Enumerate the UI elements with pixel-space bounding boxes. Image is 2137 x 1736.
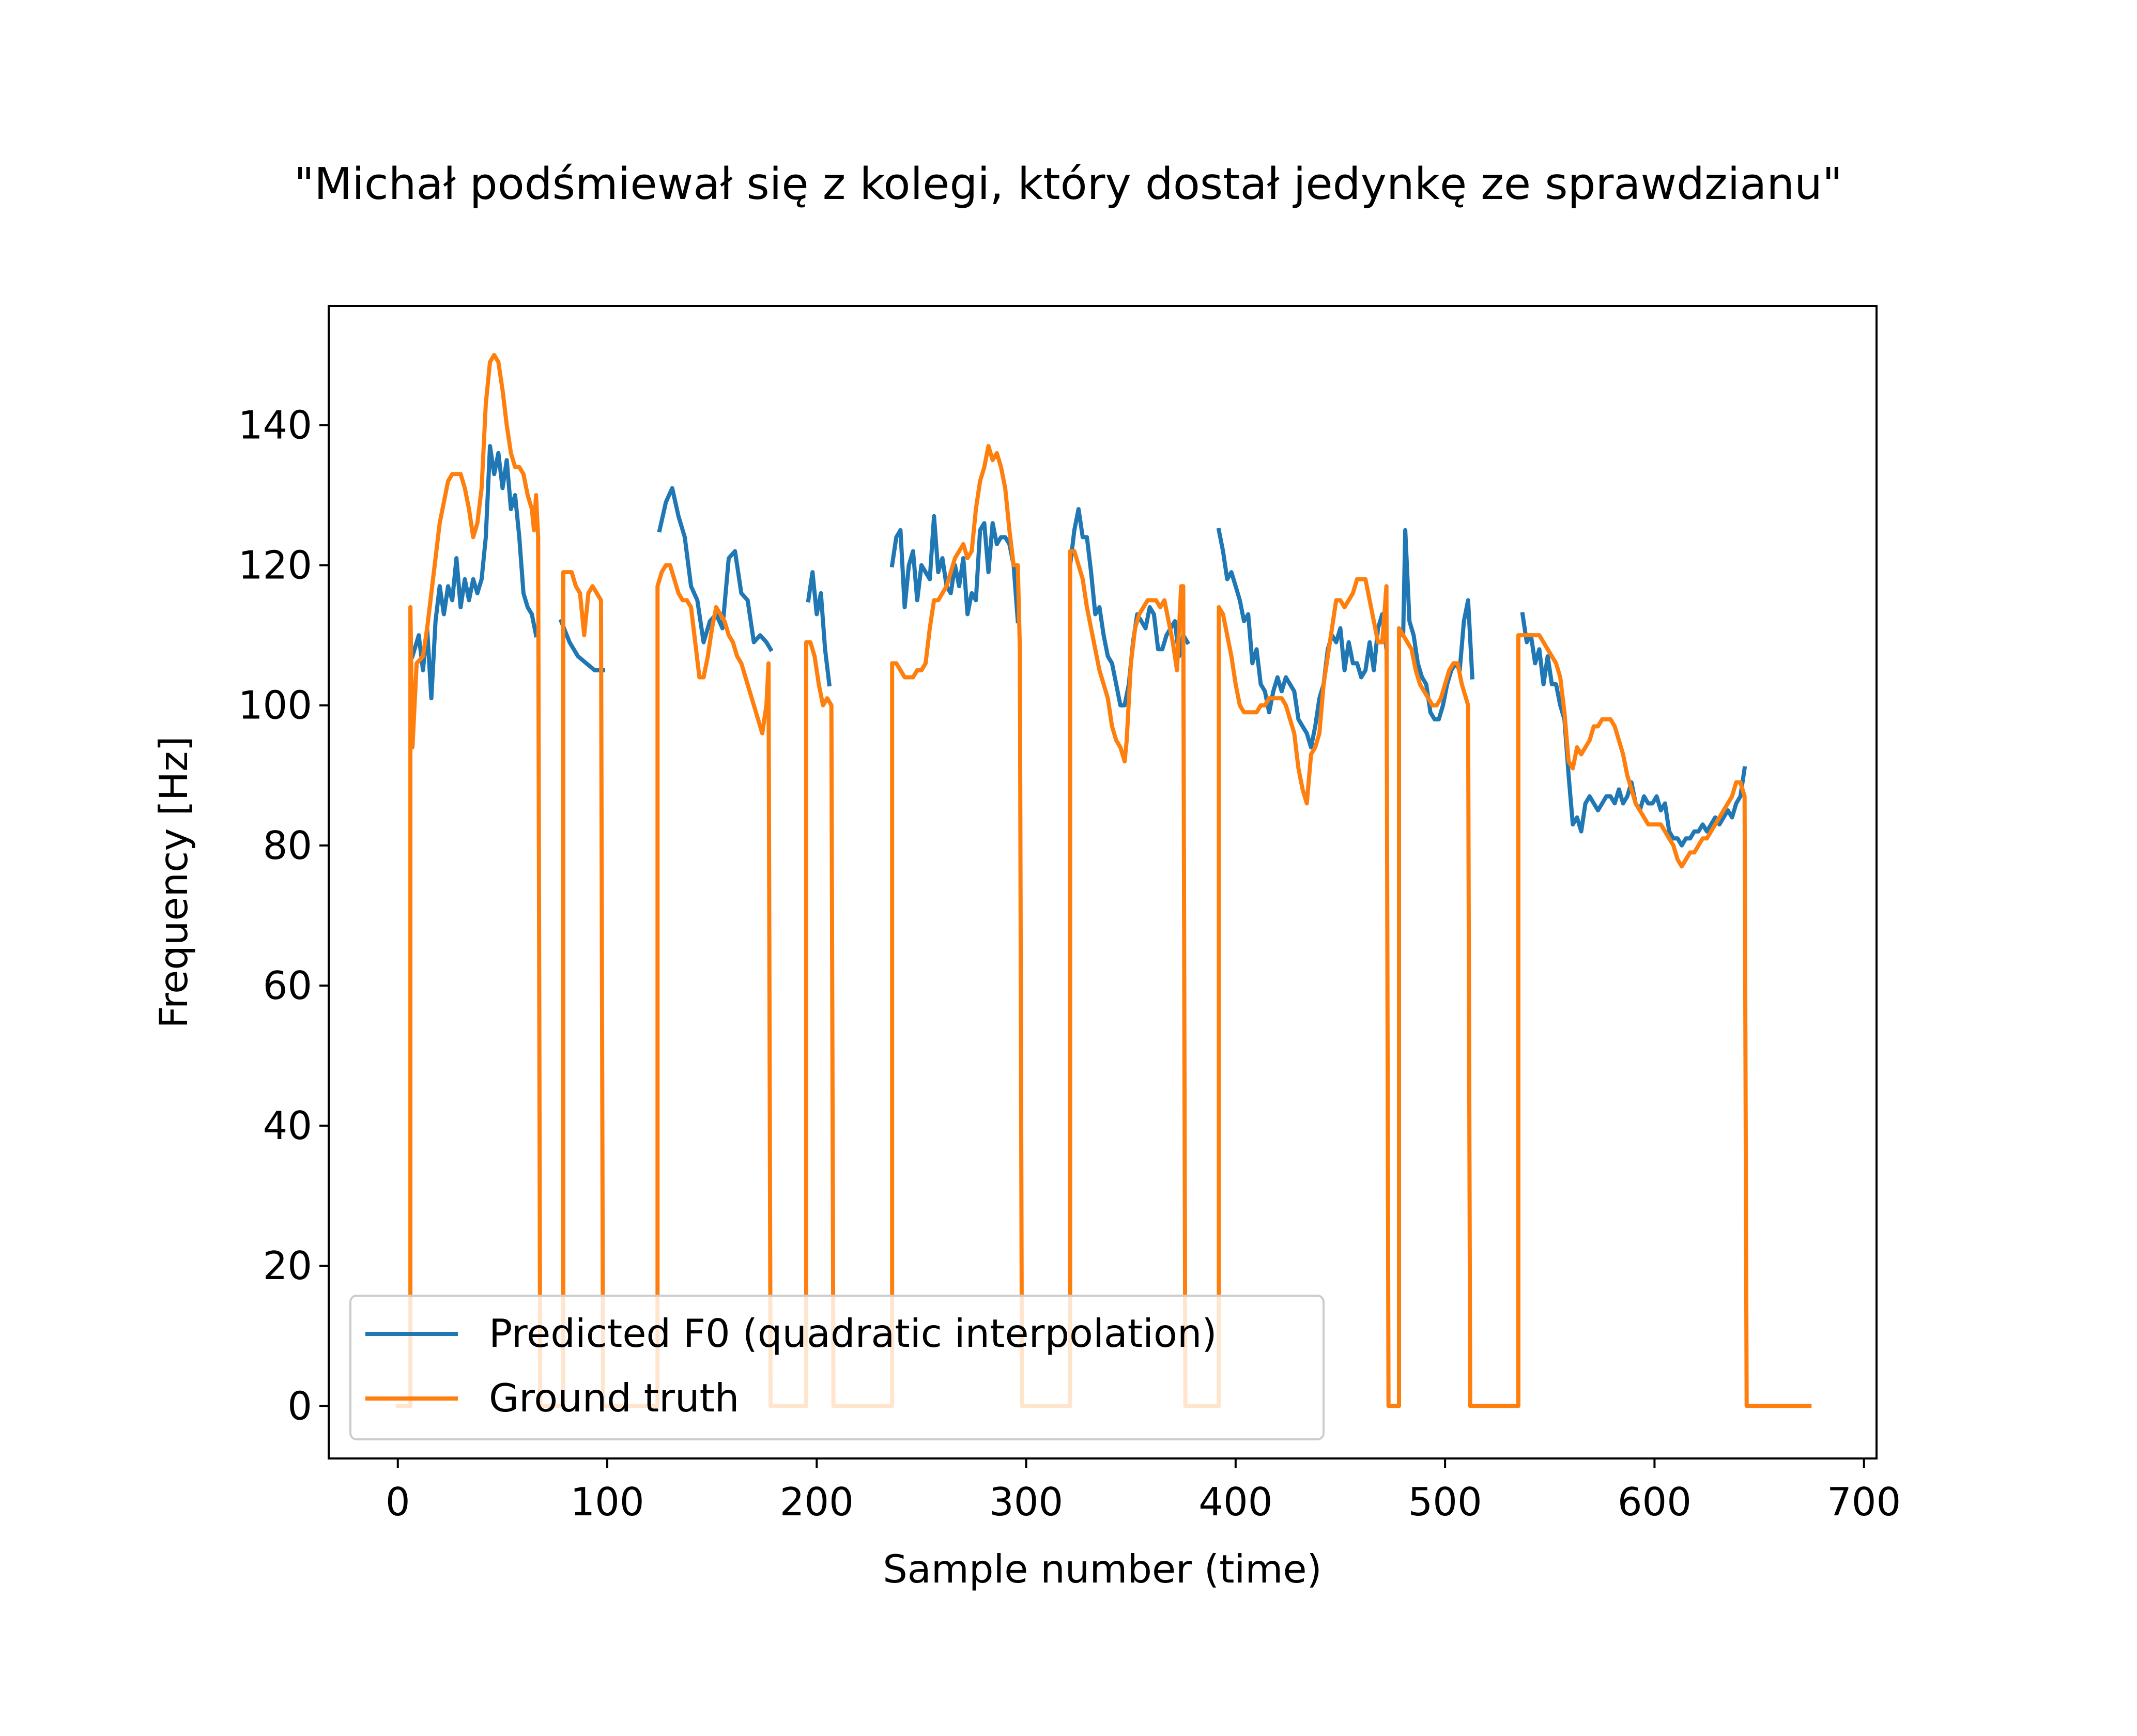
x-tick-label: 500 — [1408, 1479, 1482, 1525]
y-tick-label: 60 — [263, 963, 312, 1008]
x-tick-label: 700 — [1827, 1479, 1901, 1525]
y-axis-label: Frequency [Hz] — [151, 736, 196, 1028]
x-tick-label: 600 — [1618, 1479, 1692, 1525]
series-line-segment — [410, 444, 539, 701]
x-tick-label: 300 — [989, 1479, 1063, 1525]
x-axis-label: Sample number (time) — [883, 1546, 1322, 1592]
series-line-segment — [1401, 528, 1475, 721]
legend-label-predicted: Predicted F0 (quadratic interpolation) — [489, 1311, 1217, 1356]
chart-title: "Michał podśmiewał się z kolegi, który d… — [294, 159, 1842, 210]
series-ground-truth — [395, 352, 1812, 1408]
y-axis-ticks: 0 20 40 60 80 100 120 140 — [238, 402, 329, 1428]
x-axis-ticks: 0 100 200 300 400 500 600 700 — [386, 1458, 1901, 1525]
legend-label-ground-truth: Ground truth — [489, 1375, 739, 1421]
series-line-segment — [558, 618, 605, 672]
y-tick-label: 20 — [263, 1243, 312, 1288]
series-line-segment — [806, 570, 832, 687]
y-tick-label: 120 — [238, 543, 312, 588]
plot-area-frame — [328, 305, 1878, 1460]
y-tick-label: 40 — [263, 1103, 312, 1148]
y-tick-label: 100 — [238, 683, 312, 728]
x-tick-label: 0 — [386, 1479, 410, 1525]
series-line-segment — [395, 352, 1812, 1408]
y-tick-label: 0 — [287, 1383, 312, 1428]
y-tick-label: 80 — [263, 823, 312, 868]
legend: Predicted F0 (quadratic interpolation) G… — [349, 1295, 1325, 1440]
x-tick-label: 100 — [570, 1479, 644, 1525]
y-tick-label: 140 — [238, 402, 312, 448]
series-line-segment — [1216, 528, 1389, 749]
series-layer — [395, 352, 1812, 1408]
legend-box — [349, 1295, 1325, 1440]
x-tick-label: 200 — [780, 1479, 854, 1525]
x-tick-label: 400 — [1198, 1479, 1272, 1525]
